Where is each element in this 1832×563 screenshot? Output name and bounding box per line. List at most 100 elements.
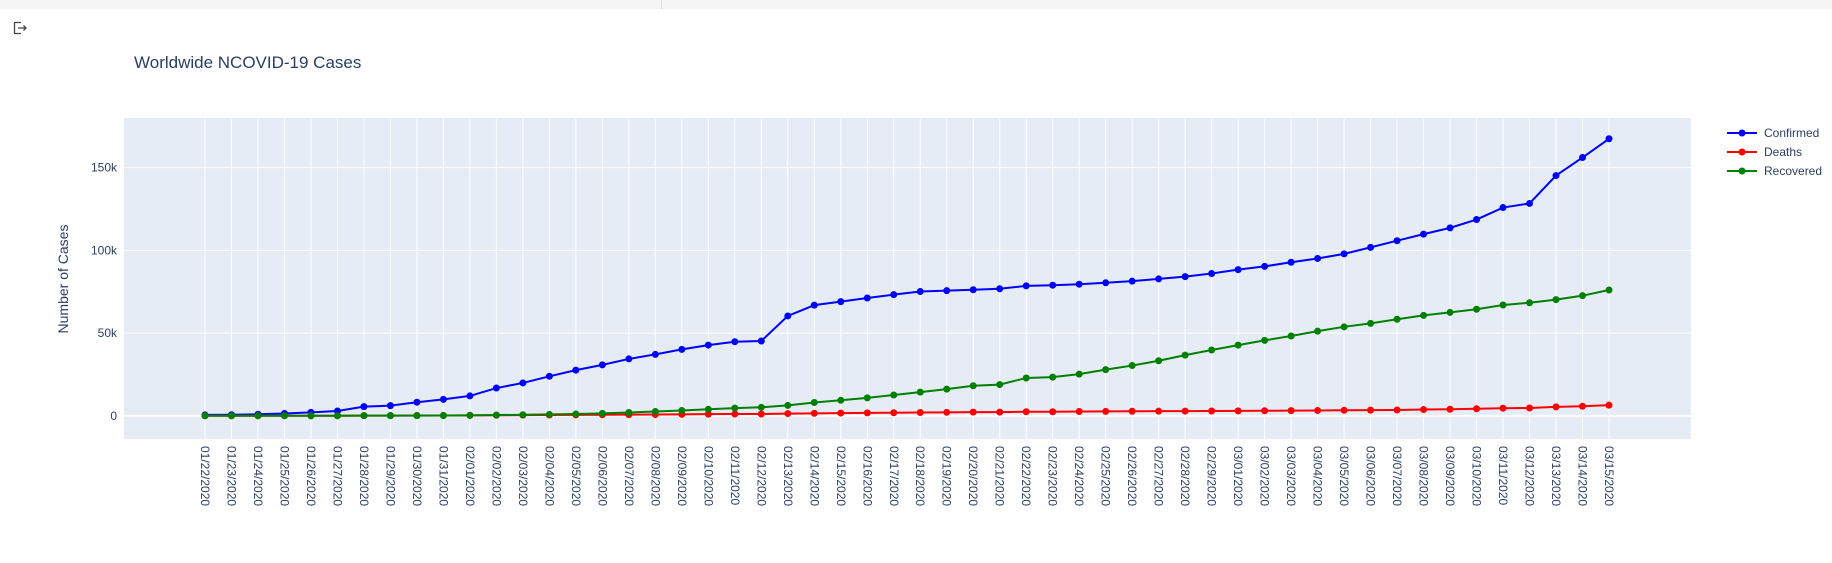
data-point[interactable] bbox=[1022, 374, 1030, 382]
data-point[interactable] bbox=[704, 341, 712, 349]
data-point[interactable] bbox=[466, 411, 474, 419]
data-point[interactable] bbox=[413, 398, 421, 406]
data-point[interactable] bbox=[545, 410, 553, 418]
data-point[interactable] bbox=[1340, 250, 1348, 258]
data-point[interactable] bbox=[1102, 407, 1110, 415]
data-point[interactable] bbox=[1367, 243, 1375, 251]
data-point[interactable] bbox=[837, 298, 845, 306]
data-point[interactable] bbox=[996, 408, 1004, 416]
data-point[interactable] bbox=[1022, 282, 1030, 290]
data-point[interactable] bbox=[625, 409, 633, 417]
data-point[interactable] bbox=[810, 409, 818, 417]
data-point[interactable] bbox=[731, 404, 739, 412]
data-point[interactable] bbox=[254, 412, 262, 420]
data-point[interactable] bbox=[1234, 407, 1242, 415]
data-point[interactable] bbox=[651, 408, 659, 416]
data-point[interactable] bbox=[1022, 408, 1030, 416]
data-point[interactable] bbox=[1420, 311, 1428, 319]
data-point[interactable] bbox=[519, 379, 527, 387]
data-point[interactable] bbox=[969, 408, 977, 416]
data-point[interactable] bbox=[386, 402, 394, 410]
data-point[interactable] bbox=[1499, 404, 1507, 412]
data-point[interactable] bbox=[1340, 323, 1348, 331]
data-point[interactable] bbox=[333, 412, 341, 420]
legend-item-recovered[interactable]: Recovered bbox=[1727, 164, 1822, 178]
data-point[interactable] bbox=[1128, 277, 1136, 285]
data-point[interactable] bbox=[1526, 199, 1534, 207]
data-point[interactable] bbox=[969, 286, 977, 294]
data-point[interactable] bbox=[227, 412, 235, 420]
data-point[interactable] bbox=[1261, 407, 1269, 415]
data-point[interactable] bbox=[890, 291, 898, 299]
data-point[interactable] bbox=[598, 409, 606, 417]
data-point[interactable] bbox=[1075, 407, 1083, 415]
data-point[interactable] bbox=[837, 409, 845, 417]
data-point[interactable] bbox=[1605, 286, 1613, 294]
legend-item-deaths[interactable]: Deaths bbox=[1727, 145, 1802, 159]
data-point[interactable] bbox=[916, 288, 924, 296]
data-point[interactable] bbox=[1287, 407, 1295, 415]
data-point[interactable] bbox=[757, 403, 765, 411]
data-point[interactable] bbox=[784, 312, 792, 320]
data-point[interactable] bbox=[413, 412, 421, 420]
data-point[interactable] bbox=[1155, 357, 1163, 365]
data-point[interactable] bbox=[1579, 402, 1587, 410]
data-point[interactable] bbox=[1128, 362, 1136, 370]
data-point[interactable] bbox=[492, 411, 500, 419]
data-point[interactable] bbox=[1393, 315, 1401, 323]
data-point[interactable] bbox=[863, 394, 871, 402]
data-point[interactable] bbox=[969, 382, 977, 390]
data-point[interactable] bbox=[1446, 224, 1454, 232]
data-point[interactable] bbox=[1446, 308, 1454, 316]
data-point[interactable] bbox=[466, 392, 474, 400]
data-point[interactable] bbox=[1314, 327, 1322, 335]
data-point[interactable] bbox=[1579, 154, 1587, 162]
data-point[interactable] bbox=[1234, 341, 1242, 349]
data-point[interactable] bbox=[1102, 366, 1110, 374]
data-point[interactable] bbox=[731, 410, 739, 418]
data-point[interactable] bbox=[890, 409, 898, 417]
data-point[interactable] bbox=[1526, 404, 1534, 412]
data-point[interactable] bbox=[1420, 230, 1428, 238]
data-point[interactable] bbox=[439, 411, 447, 419]
data-point[interactable] bbox=[943, 408, 951, 416]
data-point[interactable] bbox=[916, 388, 924, 396]
data-point[interactable] bbox=[1102, 279, 1110, 287]
data-point[interactable] bbox=[1208, 407, 1216, 415]
data-point[interactable] bbox=[1208, 270, 1216, 278]
data-point[interactable] bbox=[1049, 408, 1057, 416]
data-point[interactable] bbox=[307, 412, 315, 420]
data-point[interactable] bbox=[1287, 258, 1295, 266]
data-point[interactable] bbox=[1473, 405, 1481, 413]
data-point[interactable] bbox=[810, 399, 818, 407]
data-point[interactable] bbox=[1261, 262, 1269, 270]
data-point[interactable] bbox=[704, 405, 712, 413]
data-point[interactable] bbox=[943, 385, 951, 393]
data-point[interactable] bbox=[1075, 280, 1083, 288]
data-point[interactable] bbox=[1075, 370, 1083, 378]
data-point[interactable] bbox=[1155, 275, 1163, 283]
data-point[interactable] bbox=[280, 412, 288, 420]
data-point[interactable] bbox=[572, 410, 580, 418]
data-point[interactable] bbox=[572, 366, 580, 374]
data-point[interactable] bbox=[757, 410, 765, 418]
data-point[interactable] bbox=[996, 381, 1004, 389]
data-point[interactable] bbox=[1181, 407, 1189, 415]
data-point[interactable] bbox=[1261, 336, 1269, 344]
data-point[interactable] bbox=[943, 287, 951, 295]
data-point[interactable] bbox=[625, 355, 633, 363]
data-point[interactable] bbox=[678, 345, 686, 353]
data-point[interactable] bbox=[1526, 299, 1534, 307]
data-point[interactable] bbox=[1208, 346, 1216, 354]
data-point[interactable] bbox=[1552, 296, 1560, 304]
data-point[interactable] bbox=[545, 372, 553, 380]
data-point[interactable] bbox=[863, 409, 871, 417]
data-point[interactable] bbox=[1552, 172, 1560, 180]
data-point[interactable] bbox=[1605, 401, 1613, 409]
data-point[interactable] bbox=[704, 410, 712, 418]
data-point[interactable] bbox=[1340, 406, 1348, 414]
data-point[interactable] bbox=[1579, 292, 1587, 300]
data-point[interactable] bbox=[360, 412, 368, 420]
data-point[interactable] bbox=[996, 285, 1004, 293]
data-point[interactable] bbox=[201, 412, 209, 420]
